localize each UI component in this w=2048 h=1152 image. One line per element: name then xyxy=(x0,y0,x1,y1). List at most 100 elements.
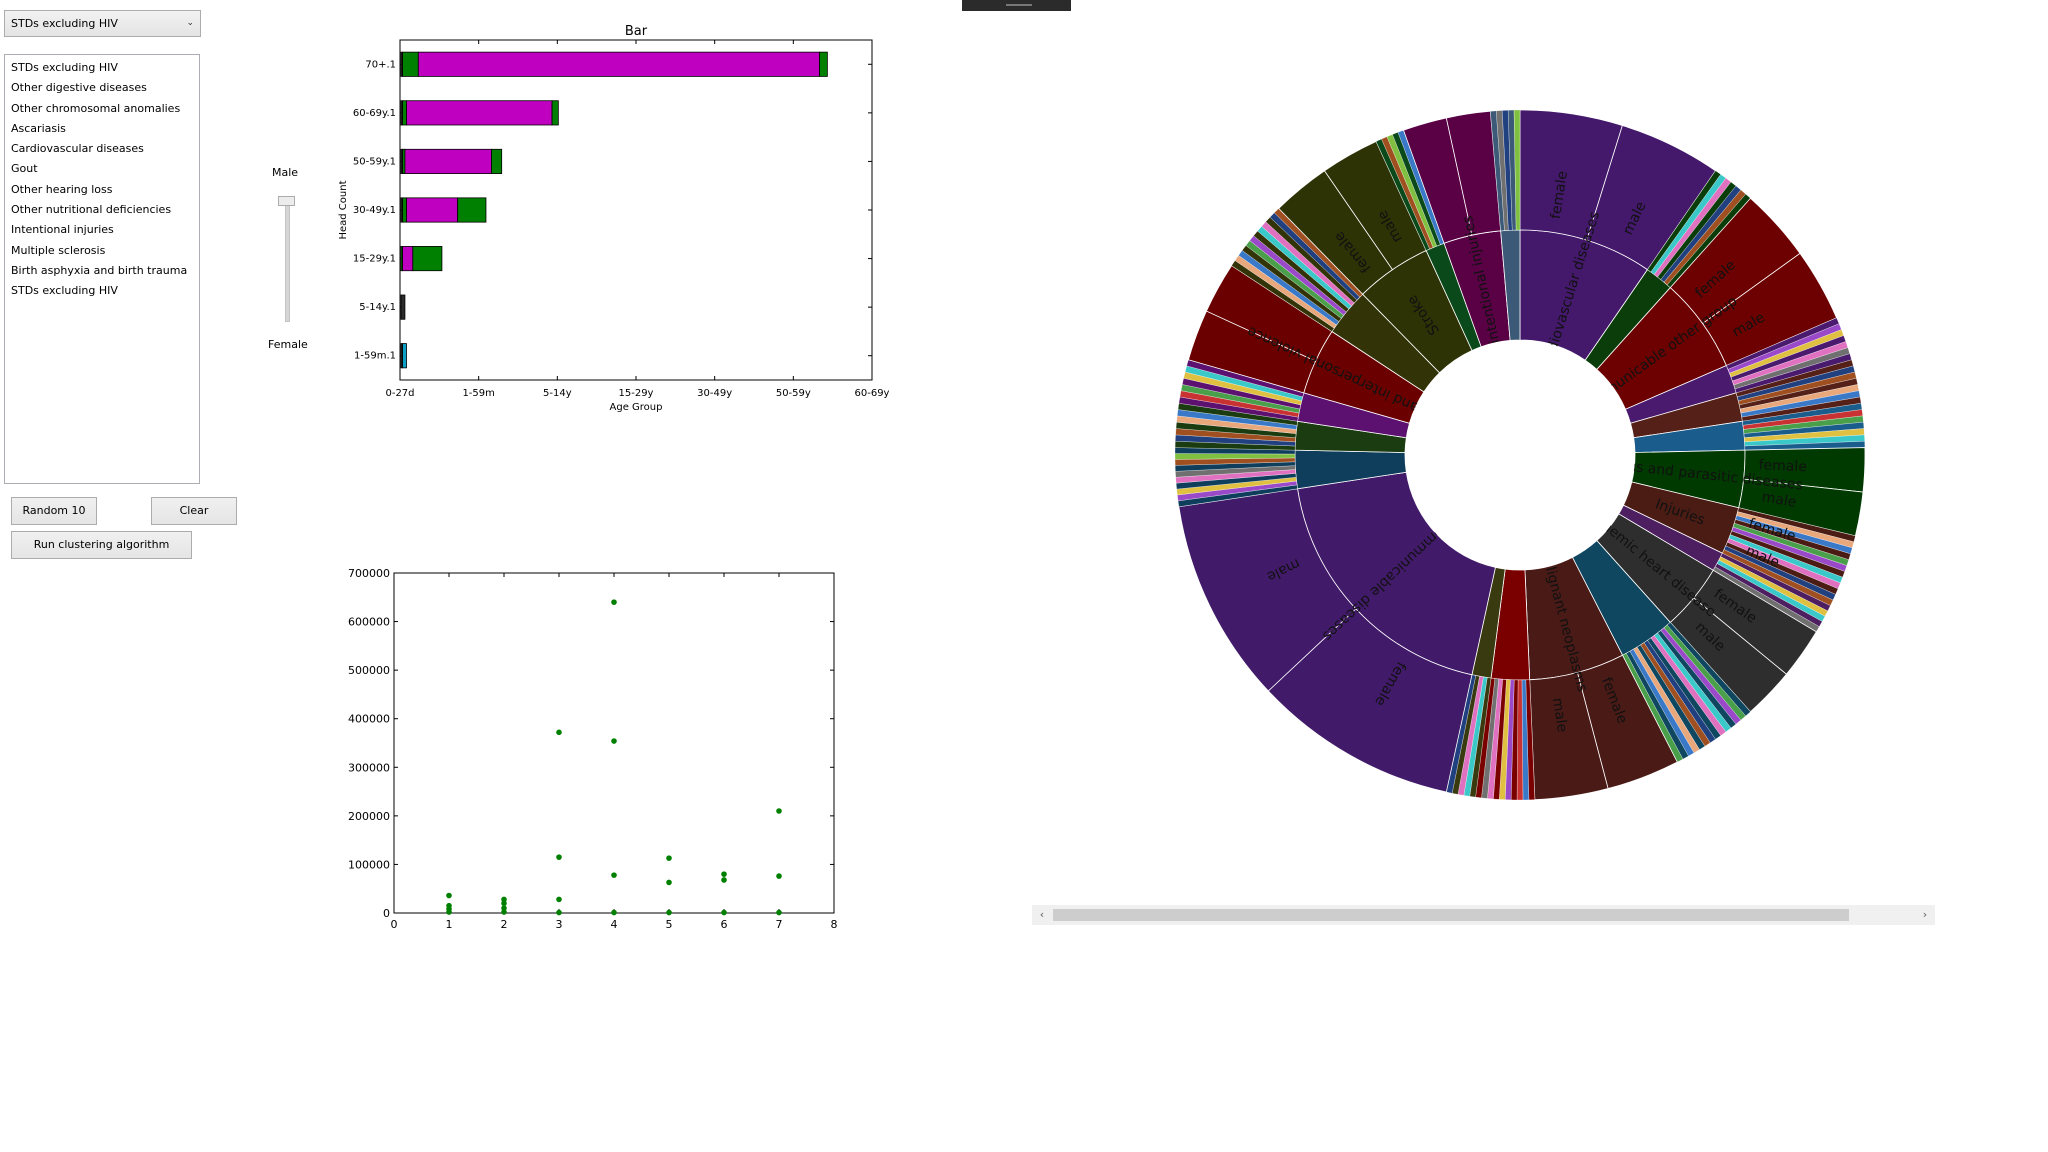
y-tick-label: 400000 xyxy=(348,713,390,726)
y-tick-label: 600000 xyxy=(348,616,390,629)
list-item[interactable]: STDs excluding HIV xyxy=(11,61,118,74)
sunburst-center xyxy=(1405,340,1635,570)
sunburst-outer-label: female xyxy=(1758,457,1807,475)
x-tick-label: 60-69y xyxy=(855,388,890,399)
scatter-point xyxy=(556,854,562,860)
scatter-point xyxy=(501,900,507,907)
slider-bottom-label: Female xyxy=(268,338,308,351)
y-tick-label: 200000 xyxy=(348,810,390,823)
list-item[interactable]: Multiple sclerosis xyxy=(11,243,106,257)
bar-segment xyxy=(819,51,828,77)
scatter-point xyxy=(446,909,452,915)
dropdown-value: STDs excluding HIV xyxy=(11,17,118,30)
x-tick-label: 1-59m xyxy=(462,388,494,399)
x-tick-label: 15-29y xyxy=(619,388,654,399)
sunburst-outer-label: male xyxy=(1549,697,1570,734)
y-tick-label: 60-69y.1 xyxy=(353,108,396,119)
list-item[interactable]: Birth asphyxia and birth trauma xyxy=(11,263,188,277)
bar-segment xyxy=(402,246,414,272)
y-tick-label: 70+.1 xyxy=(365,59,396,70)
scatter-point xyxy=(776,808,782,814)
y-tick-label: 700000 xyxy=(348,567,390,580)
list-item[interactable]: STDs excluding HIV xyxy=(11,284,118,298)
x-tick-label: 4 xyxy=(611,918,618,931)
x-axis-label: Age Group xyxy=(610,402,663,413)
run-clustering-button[interactable]: Run clustering algorithm xyxy=(11,531,192,559)
bar-segment xyxy=(551,100,559,126)
scatter-point xyxy=(611,738,617,744)
clear-button[interactable]: Clear xyxy=(151,497,237,525)
scroll-right-icon[interactable]: › xyxy=(1922,908,1928,921)
list-item[interactable]: Cardiovascular diseases xyxy=(11,142,144,156)
y-tick-label: 1-59m.1 xyxy=(354,351,396,362)
list-item[interactable]: Other digestive diseases xyxy=(11,81,147,95)
x-tick-label: 3 xyxy=(556,918,563,931)
disease-dropdown[interactable]: STDs excluding HIV ⌄ xyxy=(4,10,201,37)
bar-segment xyxy=(402,343,407,369)
slider-top-label: Male xyxy=(272,166,299,179)
list-item[interactable]: Ascariasis xyxy=(11,121,66,135)
drag-handle[interactable] xyxy=(962,0,1071,11)
scatter-point xyxy=(721,909,727,916)
sunburst-outer-segment xyxy=(1513,110,1521,231)
y-tick-label: 15-29y.1 xyxy=(353,254,396,265)
x-tick-label: 5-14y xyxy=(543,388,572,399)
scatter-point xyxy=(776,873,782,879)
bar-segment xyxy=(491,148,503,174)
scatter-point xyxy=(666,909,672,916)
bar-segment xyxy=(402,197,407,223)
scatter-point xyxy=(611,599,617,605)
bar-segment xyxy=(417,51,820,77)
list-item[interactable]: Other hearing loss xyxy=(11,182,113,196)
list-item[interactable]: Intentional injuries xyxy=(11,223,114,237)
scatter-point xyxy=(501,905,507,911)
scatter-point xyxy=(721,877,727,883)
scatter-point xyxy=(556,729,562,736)
x-tick-label: 7 xyxy=(776,918,783,931)
scatter-point xyxy=(501,909,507,915)
y-tick-label: 100000 xyxy=(348,858,390,871)
y-tick-label: 0 xyxy=(383,907,390,920)
sunburst-outer-label: female xyxy=(1548,170,1571,220)
scatter-point xyxy=(446,892,452,899)
horizontal-scrollbar[interactable]: ‹ › xyxy=(1032,905,1935,925)
gender-slider-track[interactable] xyxy=(285,200,290,322)
y-axis-label: Head Count xyxy=(338,180,349,239)
x-tick-label: 8 xyxy=(831,918,838,931)
gender-slider-thumb[interactable] xyxy=(278,196,295,206)
scatter-chart: 0 1 2 3 4 5 6 7 8 0 100000 200000 300000 400000 500000… xyxy=(348,567,838,931)
bar-chart: Bar Age Group Head Count 0-27d 1-59m 5-14y 15-… xyxy=(338,24,890,413)
scatter-point xyxy=(556,896,562,903)
random-10-button[interactable]: Random 10 xyxy=(11,497,97,525)
bar-segment xyxy=(406,197,459,223)
disease-list[interactable]: STDs excluding HIV Other digestive diseas… xyxy=(4,54,200,484)
scrollbar-thumb[interactable] xyxy=(1053,909,1849,921)
bar-segment xyxy=(402,100,407,126)
scatter-point xyxy=(776,909,782,916)
scatter-point xyxy=(501,896,507,903)
bar-segment xyxy=(404,148,492,174)
y-tick-label: 30-49y.1 xyxy=(353,205,396,216)
y-tick-label: 5-14y.1 xyxy=(359,302,396,313)
x-tick-label: 0 xyxy=(391,918,398,931)
scatter-point xyxy=(721,871,727,877)
list-item[interactable]: Other nutritional deficiencies xyxy=(11,203,172,217)
list-item[interactable]: Other chromosomal anomalies xyxy=(11,101,181,115)
bar-segment xyxy=(400,294,406,320)
chart-title: Bar xyxy=(625,24,648,39)
y-tick-label: 500000 xyxy=(348,664,390,677)
x-tick-label: 5 xyxy=(666,918,673,931)
x-tick-label: 1 xyxy=(446,918,453,931)
y-tick-label: 50-59y.1 xyxy=(353,156,396,167)
x-tick-label: 6 xyxy=(721,918,728,931)
bar-segment xyxy=(412,246,443,272)
scatter-point xyxy=(611,909,617,916)
y-tick-label: 300000 xyxy=(348,761,390,774)
bar-segment xyxy=(406,100,553,126)
scroll-left-icon[interactable]: ‹ xyxy=(1039,908,1045,921)
bar-segment xyxy=(402,51,419,77)
list-item[interactable]: Gout xyxy=(11,162,38,176)
grip-icon xyxy=(1006,4,1032,6)
x-tick-label: 30-49y xyxy=(697,388,732,399)
